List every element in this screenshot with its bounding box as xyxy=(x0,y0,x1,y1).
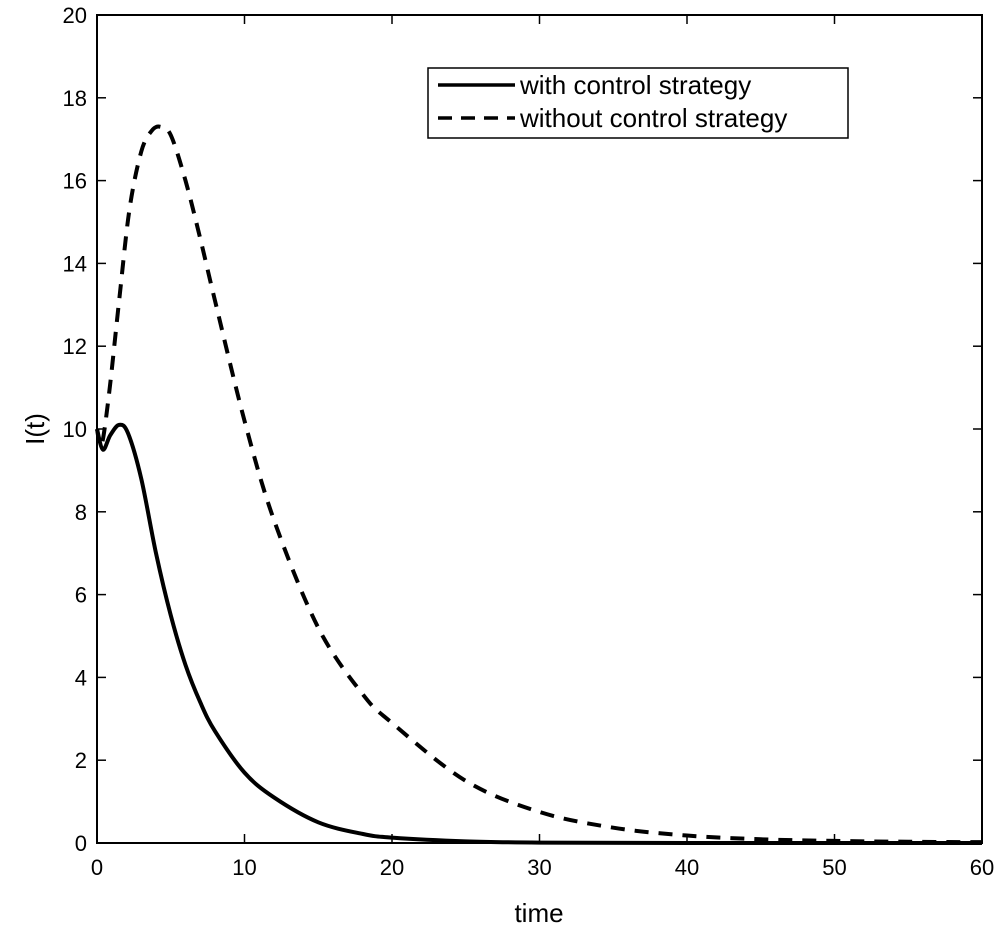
x-axis-label: time xyxy=(514,898,563,928)
y-tick-label: 14 xyxy=(63,251,87,276)
x-tick-label: 50 xyxy=(822,855,846,880)
series-line-with-control xyxy=(95,422,982,846)
legend-entry-with-control: with control strategy xyxy=(519,70,751,100)
y-tick-label: 6 xyxy=(75,583,87,608)
y-tick-label: 18 xyxy=(63,86,87,111)
y-tick-label: 0 xyxy=(75,831,87,856)
y-tick-label: 12 xyxy=(63,334,87,359)
legend: with control strategy without control st… xyxy=(427,67,849,139)
legend-box xyxy=(427,67,849,139)
y-tick-label: 10 xyxy=(63,417,87,442)
y-tick-label: 4 xyxy=(75,665,87,690)
y-tick-label: 16 xyxy=(63,169,87,194)
y-tick-label: 20 xyxy=(63,3,87,28)
y-tick-label: 2 xyxy=(75,748,87,773)
x-tick-label: 0 xyxy=(91,855,103,880)
x-tick-label: 30 xyxy=(527,855,551,880)
legend-entry-without-control: without control strategy xyxy=(519,103,787,133)
x-tick-label: 10 xyxy=(232,855,256,880)
y-tick-label: 8 xyxy=(75,500,87,525)
plot-area-frame xyxy=(96,14,983,844)
y-axis-label: I(t) xyxy=(20,413,50,445)
x-tick-label: 20 xyxy=(380,855,404,880)
x-tick-label: 60 xyxy=(970,855,994,880)
x-tick-label: 40 xyxy=(675,855,699,880)
series-line-without-control xyxy=(95,124,983,845)
